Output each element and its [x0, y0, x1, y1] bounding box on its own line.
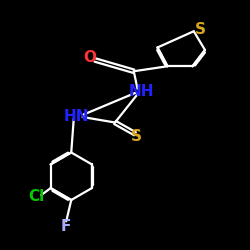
- Text: S: S: [194, 22, 205, 38]
- Text: S: S: [131, 129, 142, 144]
- Text: O: O: [84, 50, 96, 65]
- Text: HN: HN: [64, 109, 89, 124]
- Text: F: F: [61, 219, 72, 234]
- Text: Cl: Cl: [28, 189, 44, 204]
- Text: NH: NH: [128, 84, 154, 99]
